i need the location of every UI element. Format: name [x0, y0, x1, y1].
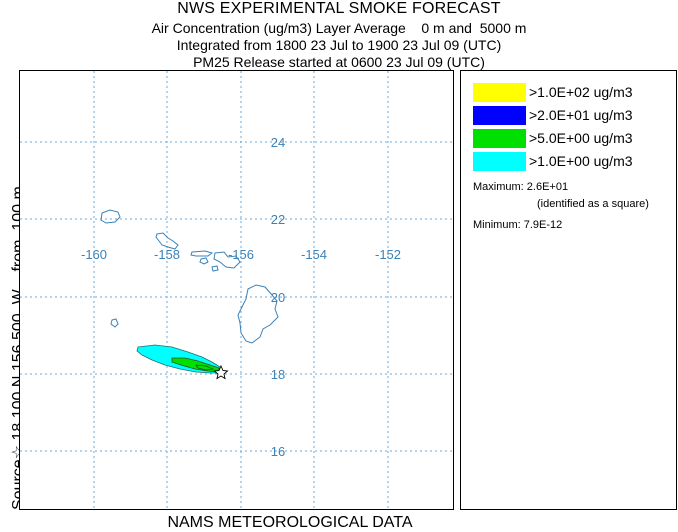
latitude-gridlines: [20, 141, 453, 452]
kahoolawe-coastline: [211, 265, 219, 272]
legend-label: >1.0E+00 ug/m3: [529, 153, 633, 169]
lon-label: -156: [228, 247, 254, 262]
lat-label: 22: [271, 212, 285, 227]
smoke-plume: [136, 344, 221, 374]
kauai-coastline: [100, 209, 121, 224]
legend-swatch-green: [473, 129, 526, 148]
concentration-subtitle: Air Concentration (ug/m3) Layer Average …: [151, 20, 527, 36]
meteorological-data-label: NAMS METEOROLOGICAL DATA: [167, 514, 413, 531]
maui-coastline: [213, 251, 241, 269]
release-info: PM25 Release started at 0600 23 Jul 09 (…: [193, 54, 485, 70]
map-canvas: -160 -158 -156 -154 -152 24 22 20 18 16: [20, 71, 453, 509]
legend-swatch-cyan: [473, 152, 526, 171]
lanai-coastline: [199, 257, 209, 265]
star-icon: [213, 364, 229, 380]
legend-label: >5.0E+00 ug/m3: [529, 130, 633, 146]
lat-label: 18: [271, 367, 285, 382]
plume-contour-5ug-core: [195, 364, 215, 371]
maximum-note: (identified as a square): [537, 198, 649, 210]
integration-period: Integrated from 1800 23 Jul to 1900 23 J…: [176, 37, 502, 53]
small-islet-coastline: [110, 318, 119, 328]
oahu-coastline: [155, 232, 179, 250]
forecast-title: NWS EXPERIMENTAL SMOKE FORECAST: [177, 0, 501, 17]
legend-label: >2.0E+01 ug/m3: [529, 107, 633, 123]
coastlines: [100, 209, 279, 344]
longitude-gridlines: [93, 71, 389, 509]
big-island-coastline: [237, 284, 279, 344]
lat-label: 24: [271, 135, 285, 150]
map-panel: -160 -158 -156 -154 -152 24 22 20 18 16: [19, 70, 454, 510]
legend-label: >1.0E+02 ug/m3: [529, 84, 633, 100]
lat-label: 20: [271, 290, 285, 305]
lon-label: -152: [375, 247, 401, 262]
maximum-value: Maximum: 2.6E+01: [473, 181, 569, 193]
legend-swatch-yellow: [473, 83, 526, 102]
lon-label: -158: [154, 247, 180, 262]
lon-label: -160: [81, 247, 107, 262]
minimum-value: Minimum: 7.9E-12: [473, 219, 563, 231]
legend-swatch-blue: [473, 106, 526, 125]
lat-label: 16: [271, 444, 285, 459]
lon-label: -154: [301, 247, 327, 262]
legend-panel: >1.0E+02 ug/m3 >2.0E+01 ug/m3 >5.0E+00 u…: [460, 70, 677, 510]
molokai-coastline: [190, 250, 214, 257]
